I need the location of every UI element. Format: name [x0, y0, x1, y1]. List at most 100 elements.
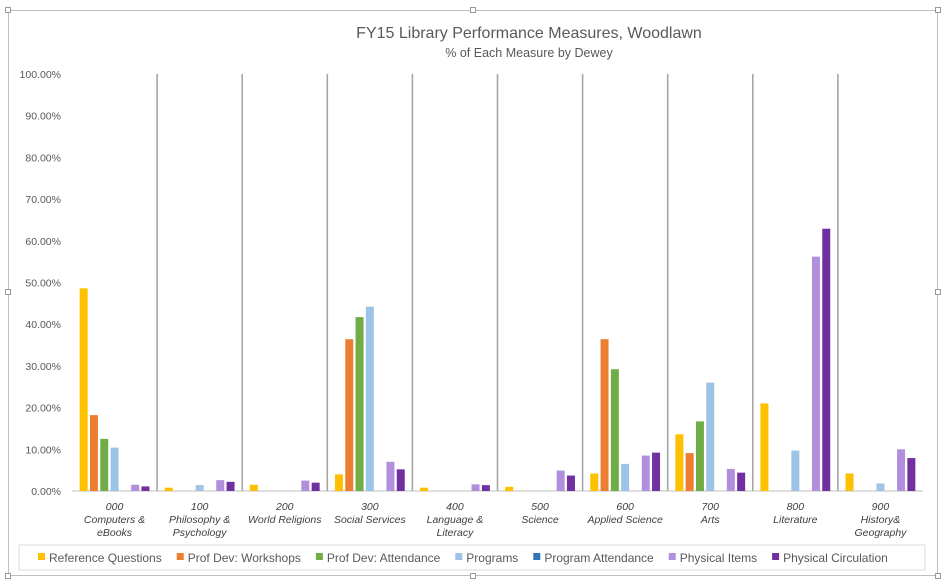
x-tick-label: 500 Science: [521, 501, 559, 526]
y-tick-label: 80.00%: [25, 152, 61, 164]
chart-title: FY15 Library Performance Measures, Woodl…: [356, 25, 702, 42]
x-tick-label: 600 Applied Science: [586, 501, 662, 526]
y-tick-label: 70.00%: [25, 194, 61, 206]
resize-handle-top-right[interactable]: [935, 7, 941, 13]
legend-item[interactable]: Physical Circulation: [772, 551, 888, 565]
x-tick-label: 200 World Religions: [248, 501, 322, 526]
legend[interactable]: Reference Questions Prof Dev: Workshops Pr…: [38, 551, 888, 565]
bar[interactable]: [811, 256, 820, 491]
bar[interactable]: [897, 449, 906, 491]
legend-swatch: [38, 553, 45, 560]
legend-item[interactable]: Prof Dev: Attendance: [315, 551, 441, 565]
x-tick-label: 000 Computers & eBooks: [84, 501, 145, 539]
bar[interactable]: [566, 475, 575, 491]
legend-item[interactable]: Physical Items: [668, 551, 757, 565]
bar[interactable]: [845, 473, 854, 491]
bar[interactable]: [386, 461, 395, 491]
legend-item[interactable]: Reference Questions: [38, 551, 162, 565]
resize-handle-top-left[interactable]: [5, 7, 11, 13]
bar[interactable]: [249, 484, 258, 491]
bar[interactable]: [131, 484, 140, 491]
bar[interactable]: [345, 339, 354, 491]
bar[interactable]: [760, 403, 769, 491]
x-axis: 000 Computers & eBooks 100 Philosophy & Psych…: [84, 501, 907, 539]
bar[interactable]: [481, 485, 490, 491]
bar[interactable]: [590, 473, 599, 491]
bar[interactable]: [907, 458, 916, 491]
y-tick-label: 0.00%: [31, 486, 61, 498]
bar[interactable]: [685, 453, 694, 491]
bar[interactable]: [822, 228, 831, 491]
y-tick-label: 40.00%: [25, 319, 61, 331]
bar[interactable]: [311, 482, 320, 491]
bar[interactable]: [195, 485, 204, 491]
bar[interactable]: [141, 486, 150, 491]
resize-handle-bottom-center[interactable]: [470, 573, 476, 579]
bar[interactable]: [226, 481, 235, 491]
resize-handle-middle-right[interactable]: [935, 289, 941, 295]
bars: [79, 228, 916, 491]
legend-swatch: [455, 553, 463, 560]
bar[interactable]: [610, 369, 619, 491]
legend-swatch: [772, 553, 780, 560]
x-tick-label: 900 History& Geography: [854, 501, 907, 539]
x-tick-label: 400 Language & Literacy: [427, 501, 484, 539]
y-tick-label: 30.00%: [25, 361, 61, 373]
resize-handle-bottom-right[interactable]: [935, 573, 941, 579]
bar[interactable]: [621, 463, 630, 491]
resize-handle-middle-left[interactable]: [5, 289, 11, 295]
bar[interactable]: [164, 487, 173, 491]
bar[interactable]: [216, 480, 225, 491]
legend-label: Prof Dev: Attendance: [327, 551, 441, 565]
bar[interactable]: [420, 487, 429, 491]
bar[interactable]: [110, 447, 119, 491]
bar[interactable]: [600, 339, 609, 491]
legend-item[interactable]: Program Attendance: [533, 551, 654, 565]
legend-swatch: [176, 553, 184, 560]
legend-item[interactable]: Prof Dev: Workshops: [176, 551, 301, 565]
bar[interactable]: [641, 455, 650, 491]
x-tick-label: 300 Social Services: [334, 501, 407, 526]
bar[interactable]: [791, 450, 800, 491]
bar[interactable]: [505, 486, 514, 491]
bar[interactable]: [737, 472, 746, 491]
bar[interactable]: [471, 484, 480, 491]
x-tick-label: 700 Arts: [700, 501, 720, 526]
legend-label: Physical Circulation: [783, 551, 888, 565]
bar[interactable]: [695, 421, 704, 491]
bar[interactable]: [100, 438, 109, 491]
legend-label: Program Attendance: [544, 551, 654, 565]
y-tick-label: 60.00%: [25, 236, 61, 248]
bar[interactable]: [355, 317, 364, 491]
bar[interactable]: [675, 434, 684, 491]
x-tick-label: 800 Literature: [773, 501, 818, 526]
bar[interactable]: [726, 468, 735, 491]
chart-subtitle: % of Each Measure by Dewey: [445, 46, 613, 60]
bar[interactable]: [334, 474, 343, 491]
legend-item[interactable]: Programs: [455, 551, 518, 565]
legend-label: Physical Items: [680, 551, 757, 565]
category-separators: [156, 74, 839, 491]
bar[interactable]: [396, 469, 405, 491]
legend-label: Reference Questions: [49, 551, 162, 565]
x-tick-label: 100 Philosophy & Psychology: [169, 501, 230, 539]
resize-handle-bottom-left[interactable]: [5, 573, 11, 579]
y-tick-label: 20.00%: [25, 403, 61, 415]
y-tick-label: 50.00%: [25, 278, 61, 290]
bar[interactable]: [301, 480, 310, 491]
resize-handle-top-center[interactable]: [470, 7, 476, 13]
legend-swatch: [668, 553, 676, 560]
bar[interactable]: [876, 483, 885, 491]
legend-swatch: [315, 553, 323, 560]
legend-label: Prof Dev: Workshops: [188, 551, 301, 565]
legend-swatch: [533, 553, 541, 560]
bar[interactable]: [706, 382, 715, 491]
bar[interactable]: [365, 306, 374, 491]
y-tick-label: 100.00%: [20, 69, 61, 81]
legend-label: Programs: [466, 551, 518, 565]
bar[interactable]: [79, 288, 88, 491]
bar[interactable]: [556, 470, 565, 491]
bar[interactable]: [89, 415, 98, 491]
bar[interactable]: [652, 452, 661, 491]
